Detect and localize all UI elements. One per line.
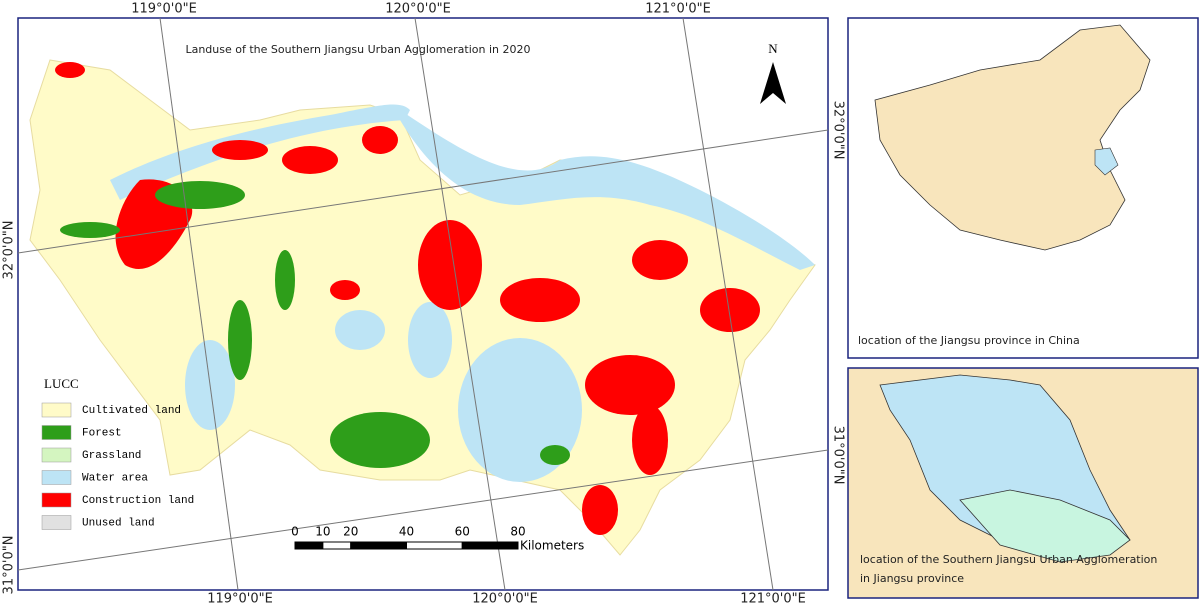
inset-caption: in Jiangsu province [860, 572, 964, 585]
scale-unit: Kilometers [520, 539, 584, 553]
scale-segment [294, 541, 324, 550]
legend-label: Cultivated land [82, 405, 181, 417]
legend-label: Construction land [82, 495, 194, 507]
legend-label: Water area [82, 472, 148, 484]
left-lat-label: 32°0'0"N [2, 221, 17, 280]
legend-swatch [41, 447, 72, 463]
legend-swatch [41, 470, 72, 485]
scale-segment [350, 541, 407, 550]
scale-tick-label: 0 [291, 525, 299, 539]
legend-label: Unused land [82, 517, 155, 529]
scale-tick-label: 40 [399, 525, 414, 539]
left-lat-label: 31°0'0"N [2, 536, 17, 595]
north-arrow [760, 62, 786, 104]
scale-segment [322, 541, 352, 550]
bottom-lon-label: 119°0'0"E [207, 592, 273, 607]
scale-segment [406, 541, 463, 550]
legend-label: Grassland [82, 450, 141, 462]
map-title: Landuse of the Southern Jiangsu Urban Ag… [185, 43, 530, 56]
graticule [17, 17, 829, 591]
legend-swatch [41, 492, 72, 508]
legend-title: LUCC [44, 376, 79, 391]
right-lat-label: 32°0'0"N [831, 101, 846, 160]
top-lon-label: 121°0'0"E [645, 2, 711, 17]
jiangsu-marker [1094, 147, 1119, 176]
right-lat-label: 31°0'0"N [831, 426, 846, 485]
scale-tick-label: 80 [510, 525, 525, 539]
bottom-lon-label: 121°0'0"E [740, 592, 806, 607]
bottom-lon-label: 120°0'0"E [472, 592, 538, 607]
top-lon-label: 119°0'0"E [131, 2, 197, 17]
legend-swatch [41, 515, 72, 530]
scale-tick-label: 20 [343, 525, 358, 539]
legend-swatch [41, 402, 72, 418]
scale-tick-label: 10 [315, 525, 330, 539]
top-lon-label: 120°0'0"E [385, 2, 451, 17]
inset-caption: location of the Jiangsu province in Chin… [858, 334, 1080, 347]
legend-swatch [41, 425, 72, 440]
legend-label: Forest [82, 427, 122, 439]
southern-jiangsu-shape [959, 489, 1131, 563]
inset-caption: location of the Southern Jiangsu Urban A… [860, 553, 1157, 566]
north-label: N [768, 41, 778, 56]
land [29, 59, 816, 556]
scale-segment [461, 541, 519, 550]
legend: Cultivated land Forest Grassland Water area… [41, 402, 194, 530]
scale-tick-label: 60 [455, 525, 470, 539]
